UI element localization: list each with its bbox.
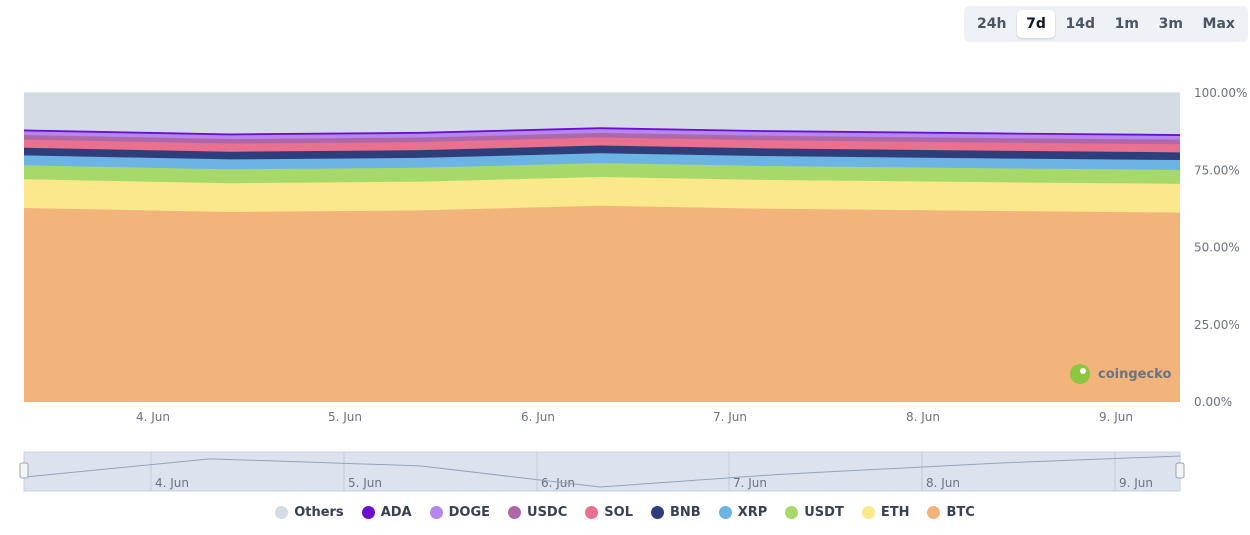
legend-label: SOL: [604, 505, 633, 520]
coingecko-logo-icon: [1070, 364, 1090, 384]
legend-item-doge[interactable]: DOGE: [429, 505, 491, 520]
range-button-1m[interactable]: 1m: [1114, 16, 1139, 32]
range-navigator[interactable]: 4. Jun 5. Jun 6. Jun 7. Jun 8. Jun 9. Jun: [19, 451, 1185, 492]
x-tick-label: 6. Jun: [521, 410, 555, 424]
range-button-7d[interactable]: 7d: [1017, 10, 1055, 38]
legend-label: BNB: [669, 505, 701, 520]
legend-label: BTC: [946, 505, 975, 520]
navigator-window[interactable]: [23, 451, 1181, 492]
range-button-14d[interactable]: 14d: [1065, 16, 1095, 32]
x-tick-label: 9. Jun: [1099, 410, 1133, 424]
range-button-max[interactable]: Max: [1202, 16, 1235, 32]
y-tick-label: 50.00%: [1194, 241, 1240, 255]
navigator-tick-label: 8. Jun: [926, 476, 960, 490]
navigator-tick-label: 9. Jun: [1119, 476, 1153, 490]
y-tick-label: 75.00%: [1194, 163, 1240, 177]
x-tick-label: 4. Jun: [136, 410, 170, 424]
legend-item-sol[interactable]: SOL: [585, 505, 633, 520]
range-button-24h[interactable]: 24h: [977, 16, 1007, 32]
x-axis: 4. Jun 5. Jun 6. Jun 7. Jun 8. Jun 9. Jun: [136, 410, 1133, 424]
area-btc[interactable]: [24, 205, 1180, 402]
legend-dot-icon: [585, 506, 599, 519]
legend-label: ETH: [880, 505, 910, 520]
legend-label: Others: [294, 505, 344, 520]
watermark-text: coingecko: [1098, 367, 1171, 382]
area-doge[interactable]: [24, 129, 1180, 140]
area-bnb[interactable]: [24, 145, 1180, 161]
navigator-tick-label: 4. Jun: [155, 476, 189, 490]
legend-label: XRP: [737, 505, 768, 520]
coingecko-logo-eye: [1080, 368, 1086, 374]
legend-item-others[interactable]: Others: [275, 505, 344, 520]
legend-item-btc[interactable]: BTC: [927, 505, 975, 520]
legend: Others ADA DOGE USDC SOL BNB XRP USDT ETH BTC: [0, 505, 1250, 520]
area-usdc[interactable]: [24, 132, 1180, 145]
legend-dot-icon: [927, 506, 941, 519]
market-dominance-chart: 0.00% 25.00% 50.00% 75.00% 100.00% 4. Jun 5. …: [19, 86, 1247, 492]
area-usdt[interactable]: [24, 163, 1180, 184]
legend-item-eth[interactable]: ETH: [861, 505, 910, 520]
navigator-tick-label: 5. Jun: [348, 476, 382, 490]
area-eth[interactable]: [24, 177, 1180, 213]
coingecko-watermark: coingecko: [1070, 364, 1171, 384]
y-axis: 0.00% 25.00% 50.00% 75.00% 100.00%: [1194, 86, 1247, 409]
legend-item-bnb[interactable]: BNB: [650, 505, 701, 520]
area-others[interactable]: [24, 93, 1180, 135]
stacked-areas: [23, 92, 1181, 402]
area-ada[interactable]: [24, 127, 1180, 136]
legend-label: ADA: [380, 505, 412, 520]
legend-dot-icon: [275, 506, 289, 519]
legend-item-usdc[interactable]: USDC: [508, 505, 567, 520]
y-tick-label: 0.00%: [1194, 395, 1232, 409]
navigator-tick-label: 7. Jun: [733, 476, 767, 490]
area-sol[interactable]: [24, 137, 1180, 153]
y-tick-label: 25.00%: [1194, 318, 1240, 332]
legend-dot-icon: [429, 506, 443, 519]
x-tick-label: 5. Jun: [328, 410, 362, 424]
legend-dot-icon: [361, 506, 375, 519]
legend-dot-icon: [650, 506, 664, 519]
legend-label: DOGE: [448, 505, 491, 520]
range-button-3m[interactable]: 3m: [1158, 16, 1183, 32]
navigator-series-line: [23, 455, 1181, 488]
legend-label: USDC: [527, 505, 568, 520]
legend-label: USDT: [804, 505, 844, 520]
legend-item-ada[interactable]: ADA: [361, 505, 412, 520]
legend-item-xrp[interactable]: XRP: [718, 505, 768, 520]
legend-dot-icon: [785, 506, 799, 519]
navigator-right-handle[interactable]: [1175, 462, 1185, 479]
legend-item-usdt[interactable]: USDT: [785, 505, 844, 520]
legend-dot-icon: [718, 506, 732, 519]
legend-dot-icon: [861, 506, 875, 519]
x-tick-label: 7. Jun: [713, 410, 747, 424]
navigator-tick-label: 6. Jun: [541, 476, 575, 490]
x-tick-label: 8. Jun: [906, 410, 940, 424]
legend-dot-icon: [508, 506, 522, 519]
y-tick-label: 100.00%: [1194, 86, 1247, 100]
time-range-selector: 24h 7d 14d 1m 3m Max: [964, 6, 1248, 42]
navigator-left-handle[interactable]: [19, 462, 29, 479]
